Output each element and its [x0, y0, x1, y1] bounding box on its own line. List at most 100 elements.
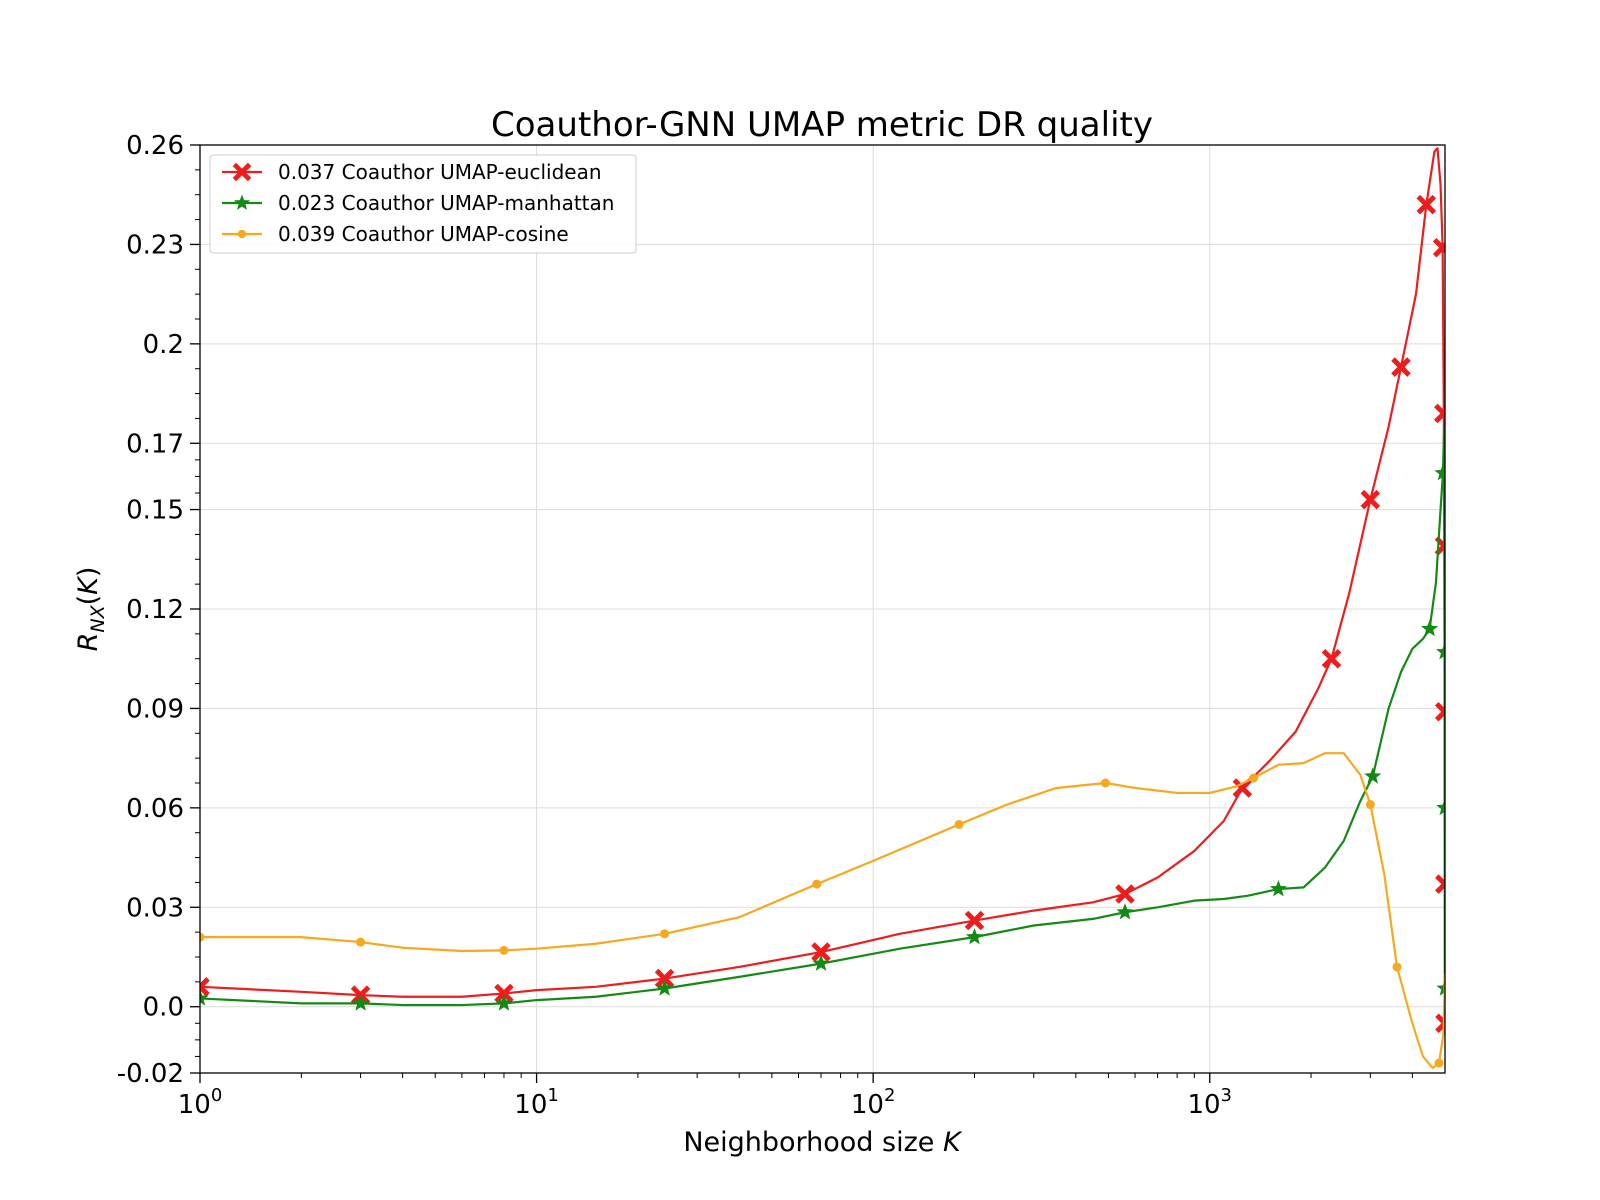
x-tick-label: 101 [514, 1085, 559, 1120]
data-point-0-039-coauthor-umap-cosine [660, 929, 670, 939]
y-tick-label: -0.02 [117, 1059, 184, 1089]
x-tick-exponent: 0 [211, 1085, 222, 1106]
data-point-0-023-coauthor-umap-manhattan [1116, 903, 1134, 920]
legend-box [209, 154, 637, 254]
data-point-0-023-coauthor-umap-manhattan [655, 979, 674, 996]
data-point-0-037-coauthor-umap-euclidean-stroke-b [200, 977, 210, 991]
data-point-0-037-coauthor-umap-euclidean-stroke-b [1360, 489, 1381, 510]
data-point-0-023-coauthor-umap-manhattan [1436, 798, 1445, 816]
data-point-0-039-coauthor-umap-cosine [1249, 773, 1259, 783]
data-point-0-037-coauthor-umap-euclidean-stroke-b [1115, 884, 1135, 904]
y-tick-label: 0.17 [126, 429, 184, 459]
data-point-0-037-coauthor-umap-euclidean-stroke-b [1432, 241, 1445, 258]
data-point-0-023-coauthor-umap-manhattan [812, 954, 830, 971]
y-tick-label: 0.2 [143, 330, 184, 360]
data-point-0-037-coauthor-umap-euclidean [1432, 237, 1445, 258]
series-0-023-coauthor-umap-manhattan [200, 425, 1445, 1011]
data-point-0-037-coauthor-umap-euclidean-stroke-b [654, 968, 675, 989]
legend-item: 0.039 Coauthor UMAP-cosine [222, 222, 569, 246]
data-point-0-037-coauthor-umap-euclidean-stroke-b [1391, 357, 1411, 377]
data-point-0-023-coauthor-umap-manhattan [495, 994, 513, 1011]
y-tick-label: 0.23 [126, 230, 184, 260]
legend-marker [233, 194, 251, 210]
data-point-0-037-coauthor-umap-euclidean [1232, 778, 1253, 798]
chart-title: Coauthor-GNN UMAP metric DR quality [491, 105, 1153, 145]
x-tick-label: 100 [178, 1085, 223, 1120]
legend-marker [237, 229, 247, 239]
x-tick-label: 102 [851, 1085, 896, 1120]
data-point-0-037-coauthor-umap-euclidean [964, 910, 985, 931]
data-point-0-037-coauthor-umap-euclidean [811, 942, 831, 962]
series-0-039-coauthor-umap-cosine [200, 752, 1445, 1070]
y-axis-label: RNX(K) [73, 567, 109, 652]
data-point-0-023-coauthor-umap-manhattan [1421, 619, 1439, 637]
data-point-0-037-coauthor-umap-euclidean-stroke-b [1232, 778, 1253, 798]
data-point-0-023-coauthor-umap-manhattan [1269, 880, 1287, 897]
legend-marker-stroke-b [232, 162, 252, 182]
x-axis-label-text: Neighborhood size [683, 1127, 943, 1158]
data-point-0-037-coauthor-umap-euclidean-stroke-b [1434, 408, 1445, 424]
y-axis-label-symbol: R [73, 633, 104, 652]
data-point-0-023-coauthor-umap-manhattan [1436, 643, 1445, 660]
data-point-0-037-coauthor-umap-euclidean [1115, 884, 1135, 904]
data-point-0-037-coauthor-umap-euclidean [1321, 648, 1342, 669]
y-tick-label: 0.06 [126, 794, 184, 824]
y-tick-label: 0.0 [143, 993, 184, 1023]
x-tick-exponent: 3 [1221, 1085, 1232, 1106]
x-tick-base: 10 [178, 1090, 211, 1120]
data-point-0-037-coauthor-umap-euclidean-stroke-b [811, 942, 831, 962]
data-point-0-023-coauthor-umap-manhattan [200, 989, 209, 1006]
y-tick-label: 0.03 [126, 893, 184, 923]
data-point-0-039-coauthor-umap-cosine [1392, 962, 1402, 972]
y-axis-label-subscript: NX [87, 604, 109, 632]
data-point-0-039-coauthor-umap-cosine [954, 819, 964, 829]
x-tick-base: 10 [514, 1090, 547, 1120]
data-point-0-023-coauthor-umap-manhattan [965, 928, 984, 945]
data-point-0-039-coauthor-umap-cosine [499, 945, 509, 955]
x-tick-base: 10 [851, 1090, 884, 1120]
y-tick-label: 0.09 [126, 694, 184, 724]
data-point-0-037-coauthor-umap-euclidean-stroke-b [964, 910, 985, 931]
legend-label: 0.039 Coauthor UMAP-cosine [278, 222, 569, 246]
y-tick-label: 0.26 [126, 131, 184, 161]
x-axis-label-var: K [943, 1127, 963, 1158]
data-point-0-037-coauthor-umap-euclidean-stroke-b [1321, 648, 1342, 669]
axes: -0.02 0.0 0.03 0.06 0.09 0.12 0.15 0.17 0.2 0.23 0… [117, 131, 1413, 1120]
series-layer [200, 147, 1445, 1070]
data-point-0-037-coauthor-umap-euclidean [200, 977, 210, 997]
y-tick-label: 0.12 [126, 595, 184, 625]
data-point-0-037-coauthor-umap-euclidean-stroke-b [494, 983, 514, 1004]
data-point-0-039-coauthor-umap-cosine [1100, 778, 1110, 788]
data-point-0-037-coauthor-umap-euclidean [1434, 403, 1445, 424]
data-point-0-037-coauthor-umap-euclidean [1360, 489, 1381, 510]
data-point-0-037-coauthor-umap-euclidean [1391, 357, 1411, 377]
series-line-0-039-coauthor-umap-cosine [200, 752, 1445, 1070]
x-tick-exponent: 1 [547, 1085, 558, 1106]
y-axis-label-paren-close: ) [73, 567, 104, 578]
y-tick-label: 0.15 [126, 496, 184, 526]
data-point-0-023-coauthor-umap-manhattan [1434, 464, 1445, 481]
y-axis-label-paren-open: ( [73, 595, 104, 606]
data-point-0-037-coauthor-umap-euclidean [654, 968, 675, 989]
data-point-0-039-coauthor-umap-cosine [200, 932, 205, 942]
series-line-0-023-coauthor-umap-manhattan [200, 425, 1445, 1007]
legend-label: 0.023 Coauthor UMAP-manhattan [278, 191, 614, 215]
data-point-0-039-coauthor-umap-cosine [1365, 800, 1375, 810]
x-axis-label: Neighborhood size K [683, 1127, 963, 1158]
data-point-0-037-coauthor-umap-euclidean-stroke-a [200, 983, 210, 997]
data-point-0-023-coauthor-umap-manhattan [352, 994, 370, 1011]
legend-label: 0.037 Coauthor UMAP-euclidean [278, 160, 602, 184]
legend-marker [232, 162, 252, 182]
data-point-0-039-coauthor-umap-cosine [1434, 1058, 1444, 1068]
data-point-0-037-coauthor-umap-euclidean [494, 983, 514, 1004]
legend: 0.037 Coauthor UMAP-euclidean 0.023 Coaut… [209, 154, 637, 254]
legend-item: 0.023 Coauthor UMAP-manhattan [222, 191, 614, 215]
y-axis-label-arg: K [73, 575, 104, 595]
x-tick-label: 103 [1187, 1085, 1232, 1120]
x-tick-exponent: 2 [884, 1085, 895, 1106]
legend-item: 0.037 Coauthor UMAP-euclidean [222, 160, 602, 184]
data-point-0-039-coauthor-umap-cosine [812, 879, 822, 889]
data-point-0-037-coauthor-umap-euclidean-stroke-b [1416, 194, 1437, 215]
data-point-0-039-coauthor-umap-cosine [356, 937, 366, 947]
